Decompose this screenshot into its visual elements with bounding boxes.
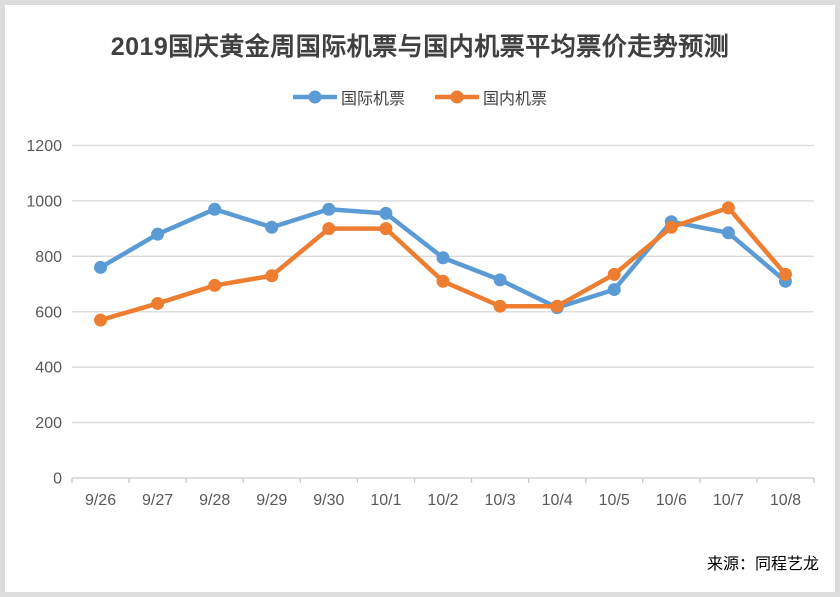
data-point-国内机票-10/4 — [550, 299, 564, 313]
data-point-国内机票-9/27 — [151, 296, 165, 310]
x-tick-label: 9/27 — [142, 492, 173, 509]
legend-label-international: 国际机票 — [340, 91, 405, 108]
source-note: 来源：同程艺龙 — [706, 556, 819, 573]
x-tick-label: 10/4 — [542, 492, 573, 509]
y-tick-label: 800 — [35, 249, 62, 266]
legend-marker-international-icon — [292, 90, 337, 104]
data-point-国际机票-10/7 — [721, 226, 735, 240]
data-point-国内机票-9/26 — [94, 313, 108, 327]
legend-marker-domestic-icon — [435, 90, 479, 104]
data-point-国内机票-10/5 — [607, 267, 621, 281]
data-point-国内机票-10/2 — [436, 274, 450, 288]
data-point-国内机票-9/29 — [265, 269, 279, 283]
y-tick-label: 1000 — [26, 193, 62, 210]
x-tick-label: 10/1 — [370, 492, 401, 509]
data-point-国际机票-10/3 — [493, 273, 507, 287]
x-tick-label: 10/5 — [599, 492, 630, 509]
legend-item-domestic: 国内机票 — [435, 85, 547, 109]
data-point-国际机票-10/1 — [379, 206, 393, 220]
x-tick-label: 10/6 — [656, 492, 687, 509]
x-tick-label: 10/7 — [713, 492, 744, 509]
legend-item-international: 国际机票 — [292, 85, 405, 109]
x-tick-label: 9/30 — [313, 492, 344, 509]
y-tick-label: 0 — [53, 471, 62, 488]
data-point-国际机票-9/26 — [94, 260, 108, 274]
data-point-国内机票-10/3 — [493, 299, 507, 313]
x-tick-label: 10/8 — [770, 492, 801, 509]
data-point-国内机票-10/6 — [664, 220, 678, 234]
data-point-国际机票-10/2 — [436, 251, 450, 265]
data-point-国内机票-10/7 — [721, 201, 735, 215]
data-point-国际机票-9/27 — [151, 227, 165, 241]
chart-title: 2019国庆黄金周国际机票与国内机票平均票价走势预测 — [110, 33, 730, 61]
data-point-国内机票-10/8 — [778, 267, 792, 281]
data-point-国内机票-9/30 — [322, 222, 336, 236]
x-tick-label: 10/2 — [427, 492, 458, 509]
data-point-国际机票-10/5 — [607, 283, 621, 297]
x-tick-label: 9/28 — [199, 492, 230, 509]
data-point-国际机票-9/29 — [265, 220, 279, 234]
x-tick-label: 9/26 — [85, 492, 116, 509]
legend-label-domestic: 国内机票 — [483, 91, 548, 108]
y-tick-label: 200 — [35, 415, 62, 432]
line-chart-plot: 0 200 400 600 800 1000 1200 9/26 9/27 9/28 9/29 9/3… — [26, 138, 815, 509]
data-point-国际机票-9/30 — [322, 202, 336, 216]
data-point-国际机票-9/28 — [208, 202, 222, 216]
y-tick-label: 600 — [35, 304, 62, 321]
data-point-国内机票-9/28 — [208, 278, 222, 292]
x-tick-label: 9/29 — [256, 492, 287, 509]
data-point-国内机票-10/1 — [379, 222, 393, 236]
x-tick-label: 10/3 — [485, 492, 516, 509]
y-tick-label: 1200 — [26, 138, 62, 155]
y-tick-label: 400 — [35, 360, 62, 377]
chart-legend: 国际机票 国内机票 — [5, 85, 835, 109]
